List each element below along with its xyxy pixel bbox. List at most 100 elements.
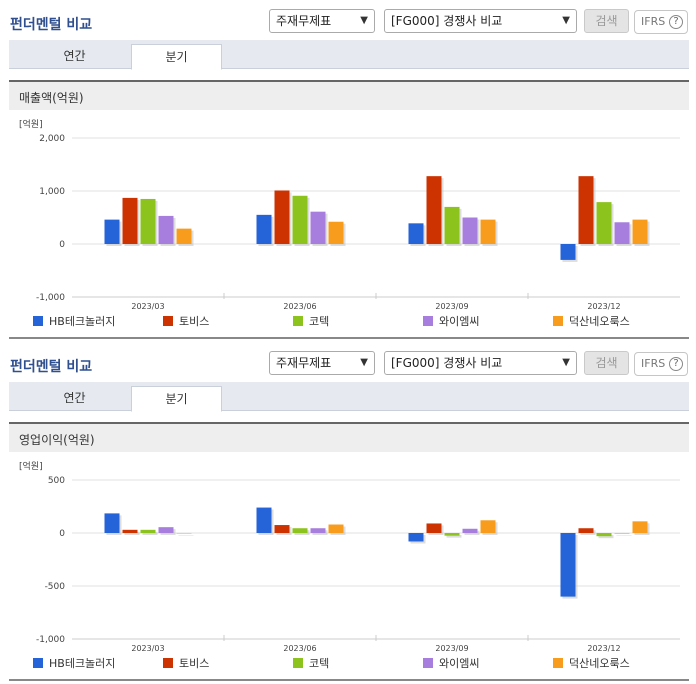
tab-quarterly[interactable]: 분기 <box>131 386 222 412</box>
operating-income-chart-svg: [억원] 500 0 -500 -1,000 2023/03 2023/06 2023/09 2… <box>0 452 696 684</box>
x-tick-label: 2023/12 <box>587 644 620 653</box>
panel-header: 펀더멘털 비교 주재무제표 ▼ [FG000] 경쟁사 비교 ▼ 검색 IFRS… <box>0 342 696 382</box>
legend-swatch <box>163 658 173 668</box>
bar <box>329 525 344 533</box>
x-tick-label: 2023/12 <box>587 302 620 311</box>
bar <box>409 533 424 541</box>
legend-label: 와이엠씨 <box>439 657 479 670</box>
operating-income-bar-chart: [억원] 500 0 -500 -1,000 2023/03 2023/06 2023/09 2… <box>0 452 696 684</box>
metric-title: 매출액(억원) <box>19 89 84 106</box>
chevron-down-icon: ▼ <box>562 14 570 28</box>
legend-label: HB테크놀러지 <box>49 315 115 328</box>
legend-swatch <box>423 316 433 326</box>
y-tick-label: 500 <box>48 476 65 486</box>
y-tick-label: 0 <box>59 529 65 539</box>
bar <box>633 220 648 244</box>
bar <box>597 533 612 536</box>
tab-annual[interactable]: 연간 <box>29 386 120 411</box>
bar <box>615 222 630 244</box>
bar <box>463 218 478 245</box>
period-tabs: 연간 분기 <box>9 382 689 411</box>
peer-group-select[interactable]: [FG000] 경쟁사 비교 ▼ <box>384 9 577 33</box>
revenue-chart-svg: [억원] 2,000 1,000 0 -1,000 2023/03 2023/06 2023/… <box>0 110 696 342</box>
x-tick-label: 2023/06 <box>283 302 316 311</box>
legend-swatch <box>553 658 563 668</box>
statement-type-value: 주재무제표 <box>276 356 331 370</box>
x-tick-label: 2023/06 <box>283 644 316 653</box>
bar <box>463 529 478 533</box>
bar <box>445 207 460 244</box>
bar <box>481 520 496 533</box>
statement-type-select[interactable]: 주재무제표 ▼ <box>269 351 375 375</box>
bar <box>141 199 156 244</box>
statement-type-value: 주재무제표 <box>276 14 331 28</box>
ifrs-help-button[interactable]: IFRS ? <box>634 352 688 376</box>
divider <box>9 679 689 681</box>
y-tick-label: 2,000 <box>39 134 65 144</box>
bar <box>177 229 192 244</box>
metric-title: 영업이익(억원) <box>19 431 95 448</box>
bar <box>275 525 290 533</box>
panel-header: 펀더멘털 비교 주재무제표 ▼ [FG000] 경쟁사 비교 ▼ 검색 IFRS… <box>0 0 696 40</box>
legend-swatch <box>423 658 433 668</box>
fundamental-panel-operating-income: 펀더멘털 비교 주재무제표 ▼ [FG000] 경쟁사 비교 ▼ 검색 IFRS… <box>0 342 696 684</box>
chevron-down-icon: ▼ <box>562 356 570 370</box>
legend-label: HB테크놀러지 <box>49 657 115 670</box>
tab-quarterly[interactable]: 분기 <box>131 44 222 70</box>
bar <box>293 528 308 533</box>
x-tick-label: 2023/09 <box>435 302 468 311</box>
unit-label: [억원] <box>19 460 43 472</box>
ifrs-label: IFRS <box>641 15 665 28</box>
legend-label: 토비스 <box>179 657 209 670</box>
bar <box>257 508 272 533</box>
statement-type-select[interactable]: 주재무제표 ▼ <box>269 9 375 33</box>
tab-annual[interactable]: 연간 <box>29 44 120 69</box>
legend-swatch <box>553 316 563 326</box>
peer-group-value: [FG000] 경쟁사 비교 <box>391 14 502 28</box>
legend-swatch <box>293 658 303 668</box>
bar-shadow <box>617 535 632 536</box>
bar <box>275 190 290 244</box>
search-button[interactable]: 검색 <box>584 351 629 375</box>
legend-swatch <box>33 658 43 668</box>
legend-label: 토비스 <box>179 315 209 328</box>
bar <box>159 216 174 244</box>
bar <box>293 196 308 244</box>
bar <box>141 530 156 533</box>
x-tick-label: 2023/03 <box>131 644 164 653</box>
bar <box>105 220 120 244</box>
bar <box>597 202 612 244</box>
legend-label: 와이엠씨 <box>439 315 479 328</box>
bar <box>481 220 496 244</box>
bar <box>561 244 576 260</box>
bar <box>615 533 630 534</box>
y-tick-label: 0 <box>59 240 65 250</box>
peer-group-value: [FG000] 경쟁사 비교 <box>391 356 502 370</box>
legend-label: 덕산네오룩스 <box>569 657 630 670</box>
search-button[interactable]: 검색 <box>584 9 629 33</box>
ifrs-help-button[interactable]: IFRS ? <box>634 10 688 34</box>
bar <box>311 212 326 244</box>
metric-header: 매출액(억원) <box>9 80 689 110</box>
bar <box>123 198 138 244</box>
unit-label: [억원] <box>19 118 43 130</box>
bar <box>123 530 138 533</box>
bar <box>409 223 424 244</box>
legend-label: 코텍 <box>309 657 329 670</box>
y-tick-label: 1,000 <box>39 187 65 197</box>
legend-swatch <box>293 316 303 326</box>
bar <box>579 176 594 244</box>
peer-group-select[interactable]: [FG000] 경쟁사 비교 ▼ <box>384 351 577 375</box>
x-tick-label: 2023/03 <box>131 302 164 311</box>
bar <box>633 521 648 533</box>
panel-title: 펀더멘털 비교 <box>10 14 92 34</box>
fundamental-panel-revenue: 펀더멘털 비교 주재무제표 ▼ [FG000] 경쟁사 비교 ▼ 검색 IFRS… <box>0 0 696 342</box>
bar <box>177 533 192 534</box>
y-tick-label: -1,000 <box>36 293 65 303</box>
metric-header: 영업이익(억원) <box>9 422 689 452</box>
help-icon: ? <box>669 15 683 29</box>
bar <box>579 528 594 533</box>
bar <box>311 528 326 533</box>
bar <box>427 176 442 244</box>
bar <box>257 215 272 244</box>
